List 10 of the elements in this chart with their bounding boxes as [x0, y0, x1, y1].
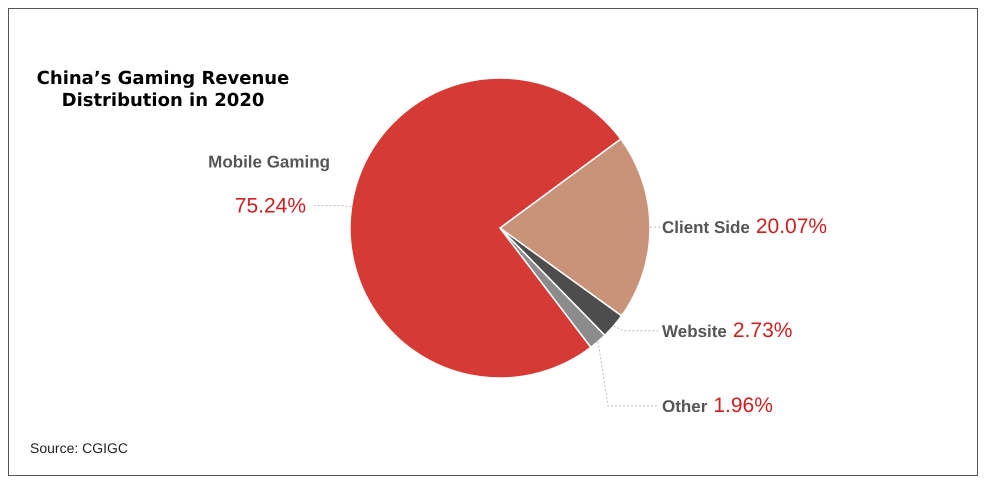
source-note: Source: CGIGC [30, 440, 128, 456]
data-label: 20.07% [756, 215, 828, 238]
slice-label: Website [662, 322, 727, 341]
slice-label: Mobile Gaming [208, 152, 330, 172]
data-label: 2.73% [732, 318, 792, 342]
slice-label: Client Side [662, 218, 750, 238]
slice-label: Other [662, 396, 708, 416]
chart-title: China’s Gaming Revenue Distribution in 2020 [36, 68, 290, 111]
data-label: 75.24% [234, 194, 306, 218]
data-label: 1.96% [713, 394, 773, 417]
